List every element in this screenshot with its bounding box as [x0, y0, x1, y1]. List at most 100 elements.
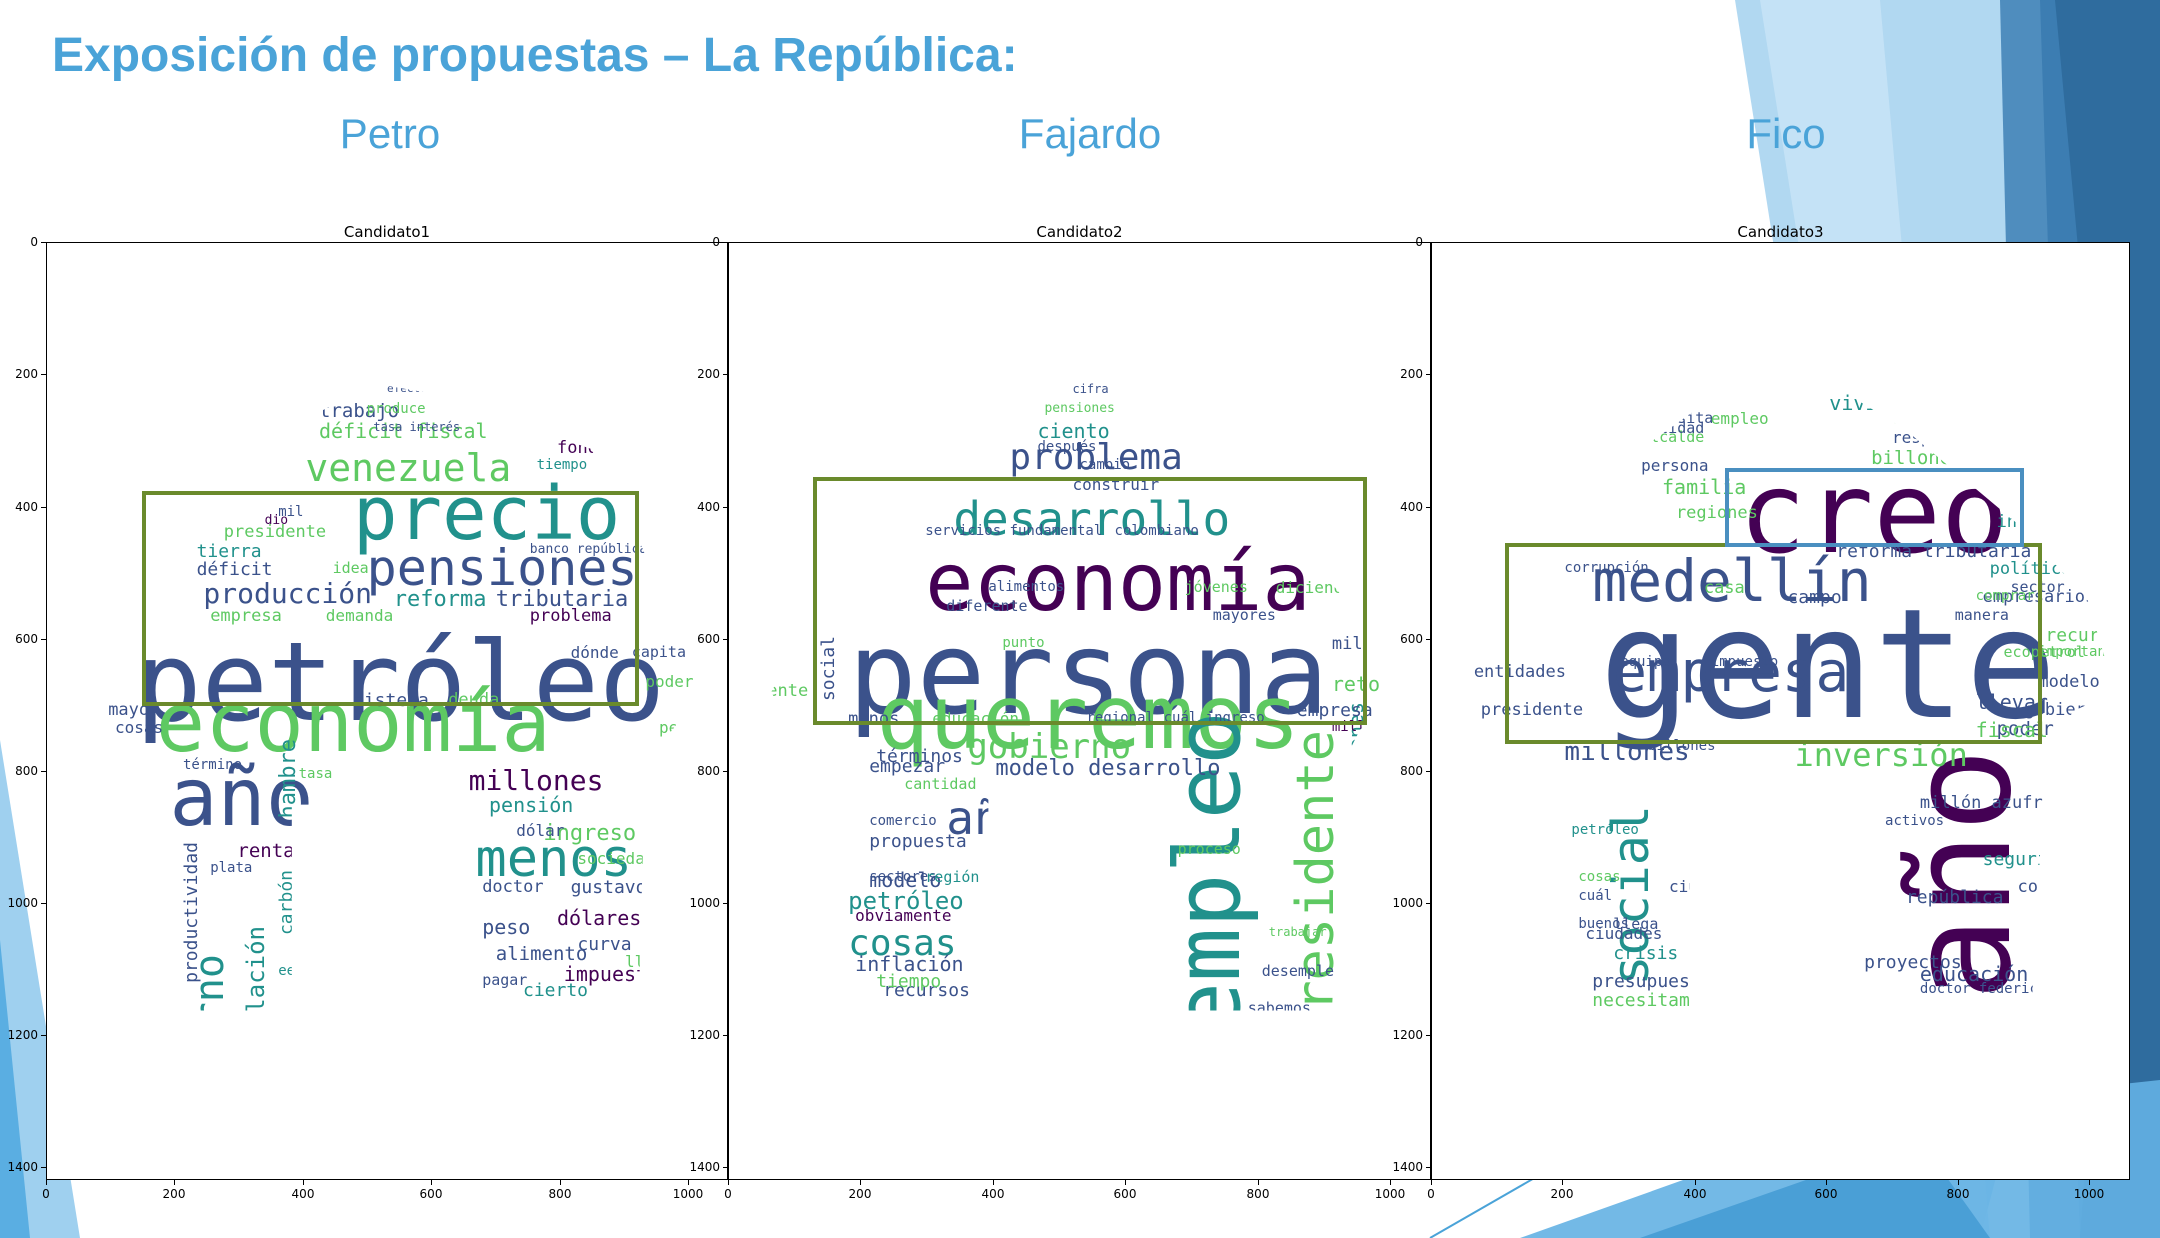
x-tick-label: 400 — [1683, 1187, 1707, 1201]
cloud-word: pensión — [489, 793, 574, 818]
cloud-word: educación — [1919, 961, 2029, 986]
cloud-word: dio — [264, 513, 289, 529]
x-tick-label: 200 — [848, 1187, 872, 1201]
candidate-label-fico: Fico — [1746, 110, 1826, 157]
cloud-word: produce — [366, 401, 426, 418]
cloud-word: vivienda — [1829, 390, 1926, 415]
cloud-word: pensiones — [1044, 401, 1115, 417]
x-tick-mark — [560, 1180, 561, 1185]
cloud-word: persona — [848, 607, 1329, 741]
y-tick-label: 200 — [15, 367, 38, 381]
wordcloud-panel: persona economía queremos desarrollo empleo p… — [728, 242, 1431, 1180]
cloud-word: problema — [1009, 436, 1183, 478]
x-tick-label: 200 — [1550, 1187, 1574, 1201]
cloud-word: cifra — [1072, 382, 1109, 397]
cloud-word: desarrollo — [953, 491, 1231, 546]
x-tick-mark — [1431, 1180, 1432, 1185]
x-tick-label: 1000 — [672, 1187, 704, 1201]
cloud-word: productividad — [181, 842, 202, 983]
cloud-word: menos — [475, 828, 632, 889]
cloud-word: ingreso — [543, 821, 637, 847]
cloud-word: queremos — [876, 665, 1301, 769]
cloud-word: empezar — [869, 755, 946, 777]
cloud-word: campo — [1787, 587, 1842, 609]
y-tick-mark — [723, 639, 728, 640]
cloud-word: necesita — [1641, 409, 1714, 428]
cloud-word: presidente — [223, 521, 327, 542]
y-tick-mark — [1426, 903, 1431, 904]
y-tick-mark — [41, 903, 46, 904]
cloud-word: gustavo — [570, 877, 647, 899]
y-tick-label: 400 — [1400, 500, 1423, 514]
y-tick-mark — [723, 1035, 728, 1036]
cloud-word: seguridad — [1982, 849, 2081, 871]
cloud-word: reforma — [393, 587, 487, 613]
x-tick-mark — [303, 1180, 304, 1185]
cloud-word: idea — [332, 559, 369, 578]
cloud-word: punto — [563, 418, 621, 441]
cloud-word: gobierno — [186, 954, 233, 1148]
cloud-word: casa — [1703, 577, 1745, 598]
x-tick-mark — [431, 1180, 432, 1185]
candidate-label-petro: Petro — [339, 110, 441, 157]
cloud-word: llevar — [1975, 690, 2048, 715]
cloud-word: avanzar — [1133, 879, 1155, 956]
cloud-word: pesos — [1689, 905, 1745, 927]
y-tick-mark — [1426, 1167, 1431, 1168]
x-tick-mark — [860, 1180, 861, 1185]
left-shape-mid — [0, 940, 30, 1238]
cloud-word: millón azufre — [1919, 793, 2053, 814]
x-tick-label: 600 — [1113, 1187, 1137, 1201]
cloud-word: económico — [1892, 409, 1979, 429]
cloud-word: tierra — [196, 540, 262, 562]
cloud-word: gente — [1599, 576, 2057, 754]
cloud-word: manera — [1954, 606, 2009, 625]
cloud-word: cuál — [1578, 887, 1613, 904]
cloud-word: recursos — [883, 980, 970, 1002]
wordcloud-panel: petróleo economía precio año pensiones menos v… — [46, 242, 728, 1180]
highlight-box — [1724, 467, 2025, 548]
y-tick-mark — [41, 1035, 46, 1036]
cloud-word: punto — [1002, 635, 1045, 652]
cloud-word: medellín — [1592, 546, 1872, 615]
cloud-word: millones — [468, 764, 604, 798]
highlight-box — [142, 491, 639, 707]
cloud-word: ciudad — [1668, 877, 1727, 897]
slide-title: Exposición de propuestas – La República: — [52, 29, 1018, 82]
cloud-word: modelo — [2038, 671, 2100, 692]
y-tick-mark — [41, 1167, 46, 1168]
cloud-word: impuesto — [1710, 653, 1779, 670]
x-tick-mark — [1258, 1180, 1259, 1185]
cloud-word: gente — [757, 680, 809, 701]
cloud-word: precio — [353, 471, 621, 557]
y-tick-mark — [41, 771, 46, 772]
cloud-word: alimento — [495, 943, 588, 965]
y-tick-mark — [1426, 639, 1431, 640]
cloud-word: tiempo — [876, 971, 942, 993]
cloud-word: crisis — [1613, 943, 1679, 964]
cloud-word: cosas — [115, 718, 164, 738]
cloud-word: economía — [925, 535, 1311, 629]
cloud-word: vida — [1240, 409, 1304, 440]
cloud-word: desempleo — [1261, 961, 1344, 980]
cloud-word: diferente — [946, 596, 1028, 615]
cloud-word: presidente — [1285, 729, 1346, 1043]
x-tick-mark — [1695, 1180, 1696, 1185]
cloud-word: eeuu — [278, 962, 312, 979]
cloud-word: colombiano — [1114, 522, 1199, 539]
y-tick-label: 1400 — [7, 1160, 38, 1174]
cloud-word: república — [1905, 886, 2004, 908]
cloud-word: mil — [1331, 634, 1363, 655]
y-tick-mark — [1426, 507, 1431, 508]
cloud-word: modelo desarrollo — [995, 755, 1221, 781]
cloud-word: banco república — [529, 541, 648, 557]
x-tick-label: 0 — [1427, 1187, 1435, 1201]
x-tick-mark — [688, 1180, 689, 1185]
x-tick-label: 0 — [724, 1187, 732, 1201]
x-tick-label: 1000 — [2073, 1187, 2105, 1201]
cloud-word: obviamente — [855, 905, 952, 925]
cloud-word: petróleo — [1571, 822, 1639, 839]
cloud-word: billones pesos — [1871, 446, 2032, 469]
cloud-word: proceso — [1177, 840, 1241, 859]
cloud-word: cosas — [848, 923, 957, 965]
